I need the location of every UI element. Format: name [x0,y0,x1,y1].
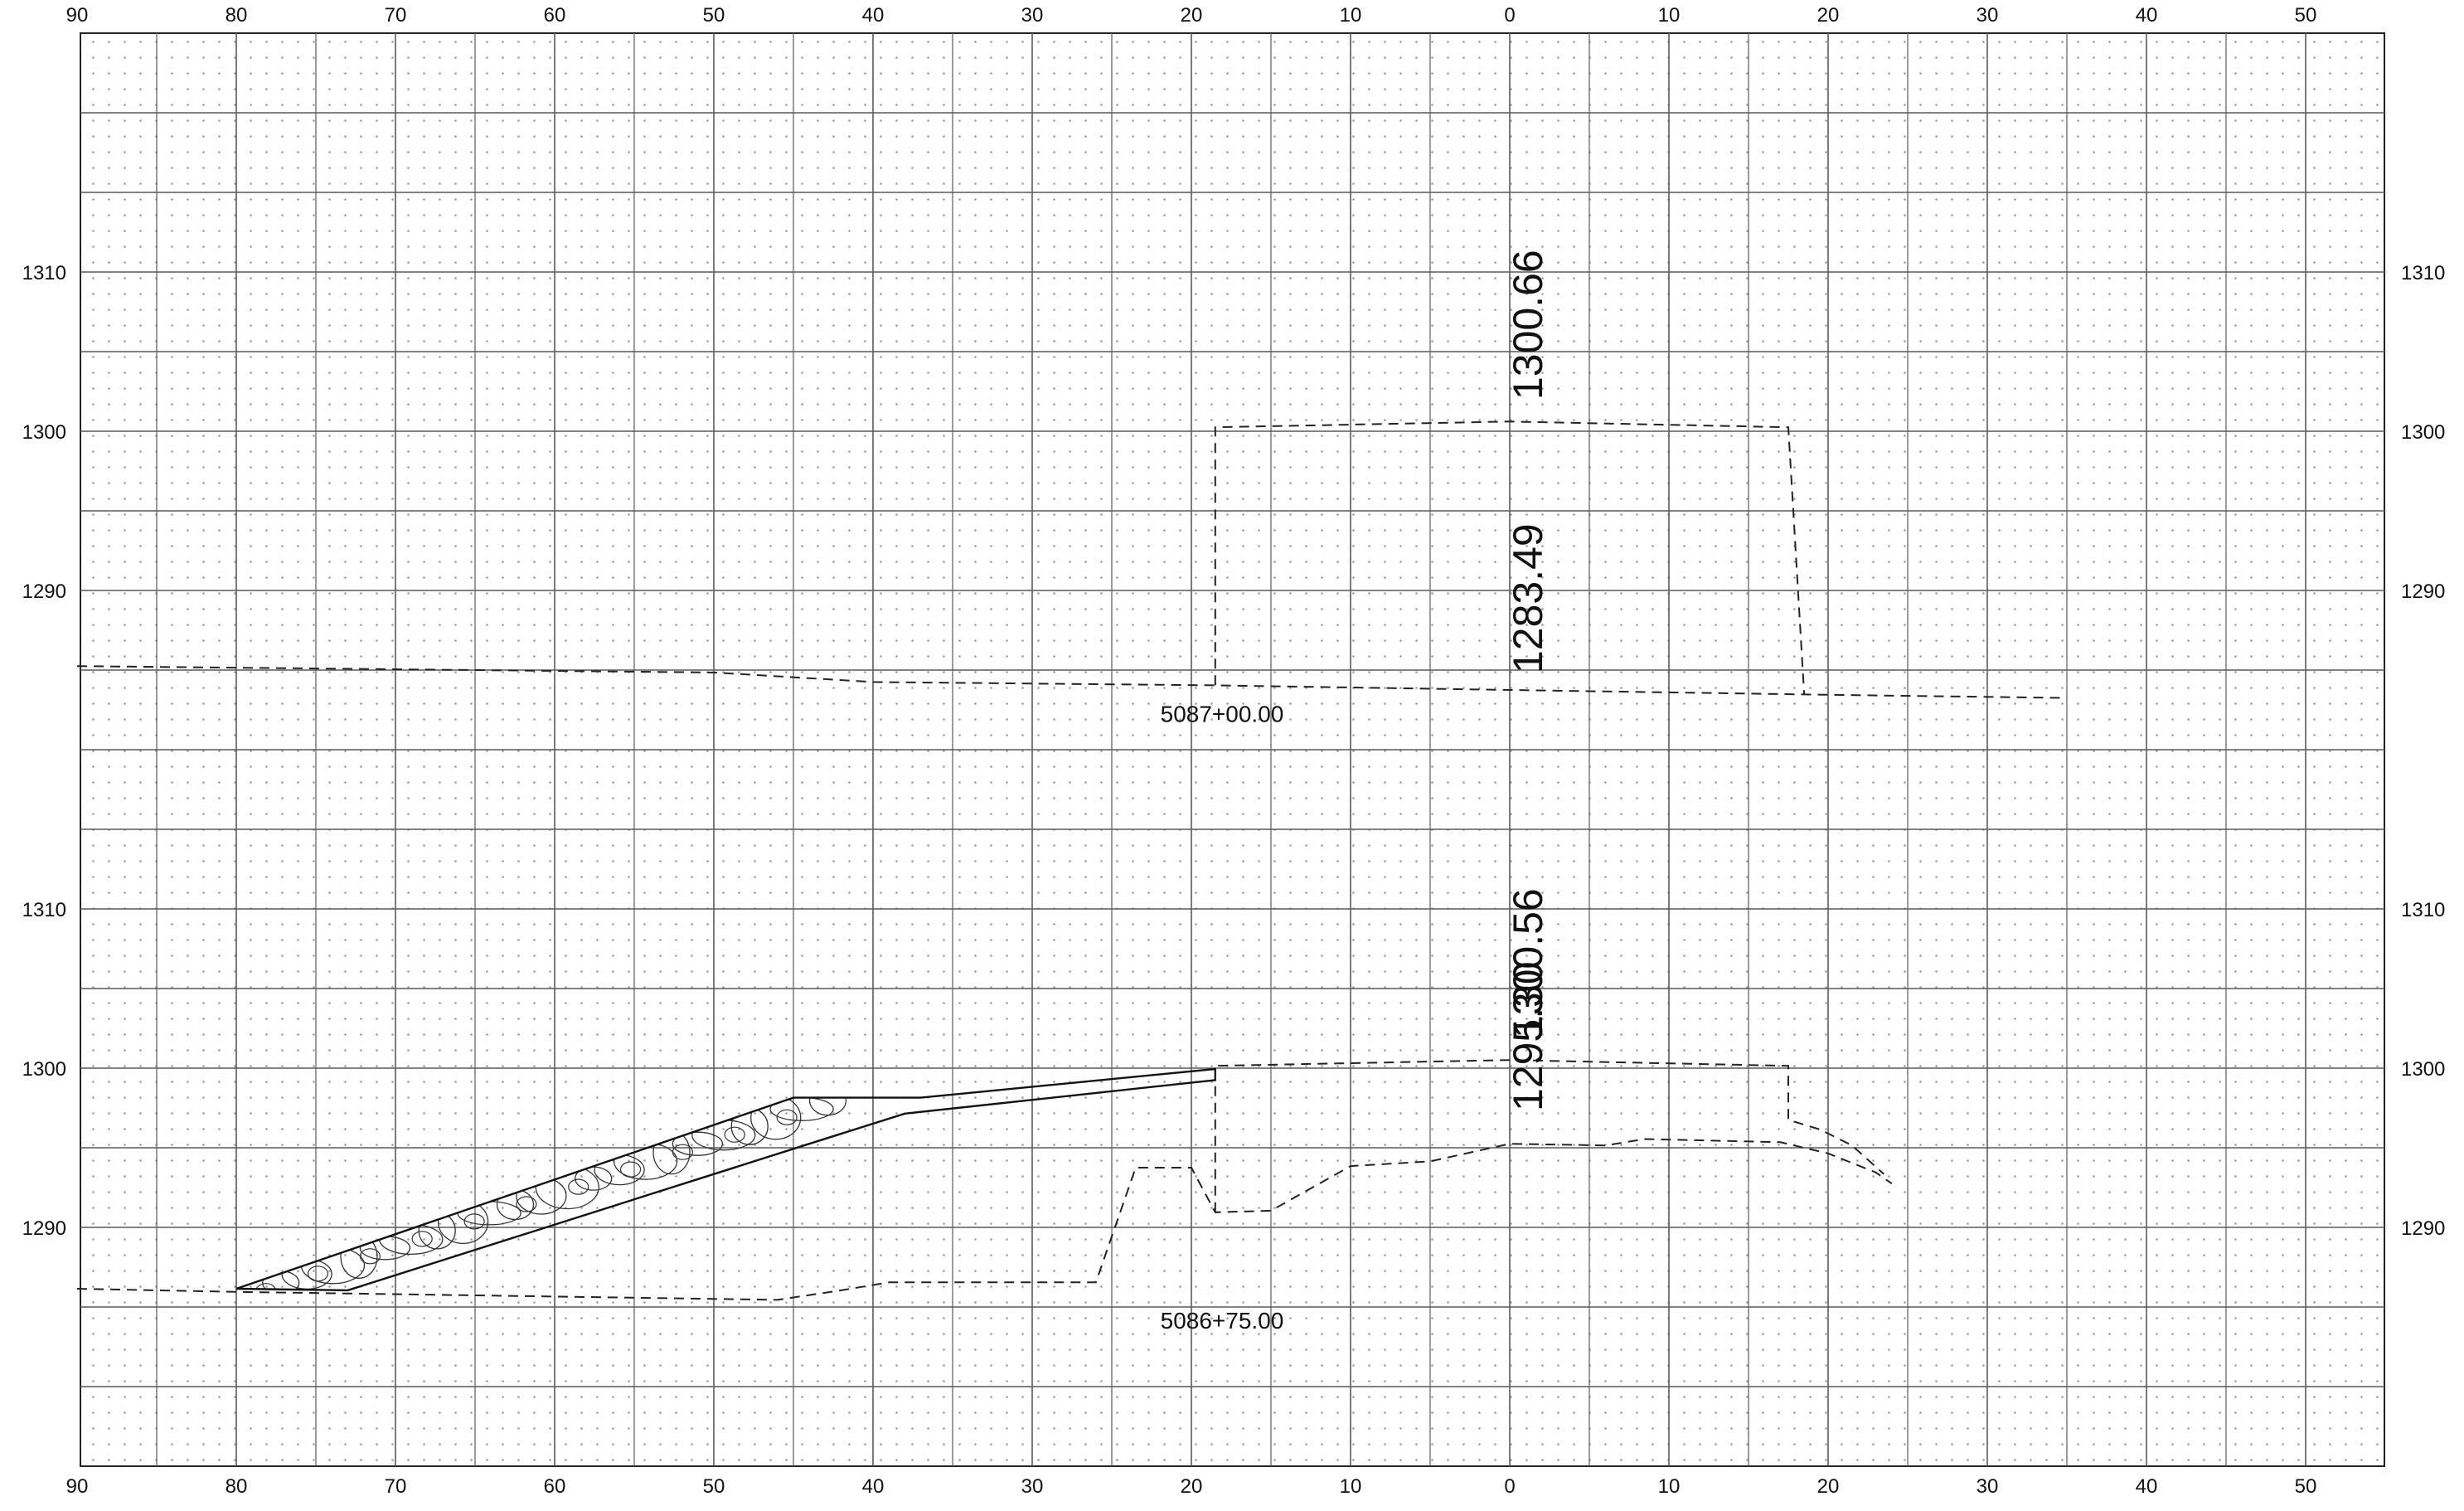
x-tick-label: 50 [2295,1475,2317,1498]
riprap-stone [672,1144,694,1160]
elevation-value-top: 1300.56 [1505,888,1551,1038]
elevation-tick-label: 1290 [2401,581,2445,603]
x-tick-label: 40 [2136,1475,2158,1498]
elevation-value-top: 1300.66 [1505,250,1551,400]
cross-section-1: 5087+00.00 1300.66 1283.49 [76,250,2068,726]
x-axis-bottom: 90 80 70 60 50 40 30 20 10 0 10 20 30 40… [66,1475,2317,1498]
x-tick-label: 70 [385,4,407,27]
elevation-axis-left-section-2: 1310 1300 1290 [22,899,66,1240]
elevation-axis-right-section-2: 1310 1300 1290 [2401,899,2445,1240]
riprap-stone [724,1126,745,1143]
elevation-tick-label: 1310 [22,899,66,921]
x-tick-label: 10 [1658,4,1681,27]
x-tick-label: 20 [1181,4,1203,27]
riprap-stone [255,1283,277,1290]
riprap-stone [672,1131,724,1156]
elevation-tick-label: 1310 [22,262,66,284]
elevation-tick-label: 1300 [22,421,66,444]
elevation-tick-label: 1310 [2401,262,2445,284]
station-label: 5086+75.00 [1161,1308,1284,1334]
x-tick-label: 30 [1977,1475,1999,1498]
x-tick-label: 60 [544,1475,566,1498]
x-tick-label: 10 [1340,4,1362,27]
x-tick-label: 10 [1658,1475,1681,1498]
x-tick-label: 40 [862,1475,885,1498]
x-tick-label: 0 [1504,1475,1515,1498]
excavation-outline [1214,1059,1884,1212]
elevation-tick-label: 1290 [22,1217,66,1240]
x-tick-label: 0 [1504,4,1515,27]
x-tick-label: 50 [703,1475,725,1498]
x-tick-label: 80 [226,4,248,27]
x-tick-label: 70 [385,1475,407,1498]
riprap-stone [776,1109,798,1125]
elevation-tick-label: 1290 [2401,1217,2445,1240]
station-label: 5087+00.00 [1161,701,1284,726]
riprap-stone [568,1178,589,1195]
existing-ground-line [76,665,2068,699]
riprap-stone [359,1248,381,1265]
elevation-tick-label: 1300 [22,1058,66,1081]
elevation-axis-right-section-1: 1310 1300 1290 [2401,262,2445,603]
riprap-stone [516,1196,537,1212]
x-axis-top: 90 80 70 60 50 40 30 20 10 0 10 20 30 40… [66,4,2317,27]
riprap-stone [463,1213,485,1230]
riprap-stone [411,1231,433,1247]
x-tick-label: 60 [544,4,566,27]
elevation-axis-left-section-1: 1310 1300 1290 [22,262,66,603]
x-tick-label: 90 [66,4,89,27]
x-tick-label: 30 [1021,1475,1044,1498]
elevation-tick-label: 1300 [2401,421,2445,444]
x-tick-label: 40 [2136,4,2158,27]
x-tick-label: 50 [703,4,725,27]
riprap-stone [619,1161,642,1178]
x-tick-label: 30 [1977,4,1999,27]
x-tick-label: 20 [1817,1475,1840,1498]
x-tick-label: 10 [1340,1475,1362,1498]
x-tick-label: 20 [1817,4,1840,27]
grid [80,33,2384,1466]
elevation-value-bottom: 1295.30 [1505,961,1551,1111]
elevation-tick-label: 1290 [22,581,66,603]
x-tick-label: 80 [226,1475,248,1498]
elevation-value-bottom: 1283.49 [1505,523,1551,673]
elevation-tick-label: 1300 [2401,1058,2445,1081]
excavation-outline [1214,420,1806,695]
cross-section-2: 5086+75.00 1300.56 1295.30 [76,888,1893,1334]
riprap-stone [307,1266,329,1282]
x-tick-label: 90 [66,1475,89,1498]
x-tick-label: 50 [2295,4,2317,27]
x-tick-label: 20 [1181,1475,1203,1498]
riprap-outline [235,1067,1216,1292]
elevation-tick-label: 1310 [2401,899,2445,921]
x-tick-label: 30 [1021,4,1044,27]
x-tick-label: 40 [862,4,885,27]
